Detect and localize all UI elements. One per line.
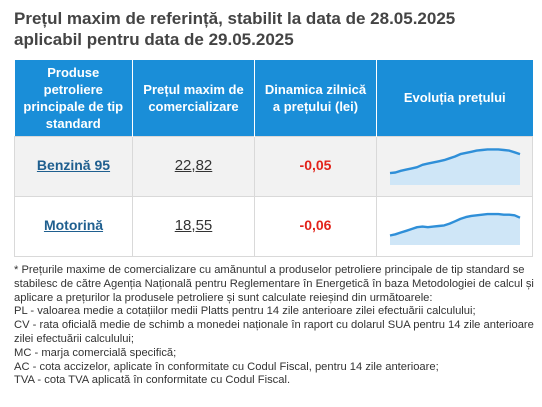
product-cell: Motorină bbox=[14, 195, 133, 257]
table-row: Benzină 95 22,82 -0,05 bbox=[14, 135, 533, 197]
price-value[interactable]: 22,82 bbox=[174, 157, 213, 174]
change-cell: -0,06 bbox=[254, 195, 377, 257]
change-value: -0,06 bbox=[299, 217, 332, 233]
price-cell: 18,55 bbox=[132, 195, 255, 257]
product-cell: Benzină 95 bbox=[14, 135, 133, 197]
sparkline-cell bbox=[376, 195, 533, 257]
change-cell: -0,05 bbox=[254, 135, 377, 197]
table-header-row: Produse petroliere principale de tip sta… bbox=[14, 60, 533, 136]
sparkline-benzina-95 bbox=[389, 148, 520, 185]
footnotes: * Prețurile maxime de comercializare cu … bbox=[14, 264, 536, 388]
page-title: Prețul maxim de referință, stabilit la d… bbox=[14, 8, 534, 50]
footnote-cv: CV - rata oficială medie de schimb a mon… bbox=[14, 319, 534, 345]
sparkline-cell bbox=[376, 135, 533, 197]
footnote-ac: AC - cota accizelor, aplicate în conform… bbox=[14, 360, 439, 373]
table-row: Motorină 18,55 -0,06 bbox=[14, 195, 533, 257]
price-table: Produse petroliere principale de tip sta… bbox=[14, 60, 533, 257]
sparkline-motorina bbox=[389, 212, 520, 245]
header-daily-change: Dinamica zilnică a prețului (lei) bbox=[254, 60, 377, 136]
header-price-evolution: Evoluția prețului bbox=[376, 60, 533, 136]
product-link-motorina[interactable]: Motorină bbox=[43, 217, 104, 233]
title-line-1: Prețul maxim de referință, stabilit la d… bbox=[14, 9, 456, 28]
sparkline-area bbox=[389, 214, 520, 245]
footnote-intro: * Prețurile maxime de comercializare cu … bbox=[14, 264, 534, 304]
header-products: Produse petroliere principale de tip sta… bbox=[14, 60, 133, 136]
header-max-price: Prețul maxim de comercializare bbox=[132, 60, 255, 136]
product-link-benzina-95[interactable]: Benzină 95 bbox=[36, 157, 111, 173]
footnote-pl: PL - valoarea medie a cotațiilor medii P… bbox=[14, 305, 476, 318]
sparkline-line bbox=[389, 148, 520, 175]
price-cell: 22,82 bbox=[132, 135, 255, 197]
sparkline-line bbox=[389, 212, 520, 237]
footnote-mc: MC - marja comercială specifică; bbox=[14, 346, 177, 359]
price-value[interactable]: 18,55 bbox=[174, 217, 213, 234]
change-value: -0,05 bbox=[299, 157, 332, 173]
title-line-2: aplicabil pentru data de 29.05.2025 bbox=[14, 30, 294, 49]
sparkline-area bbox=[389, 149, 520, 185]
footnote-tva: TVA - cota TVA aplicată în conformitate … bbox=[14, 374, 291, 387]
